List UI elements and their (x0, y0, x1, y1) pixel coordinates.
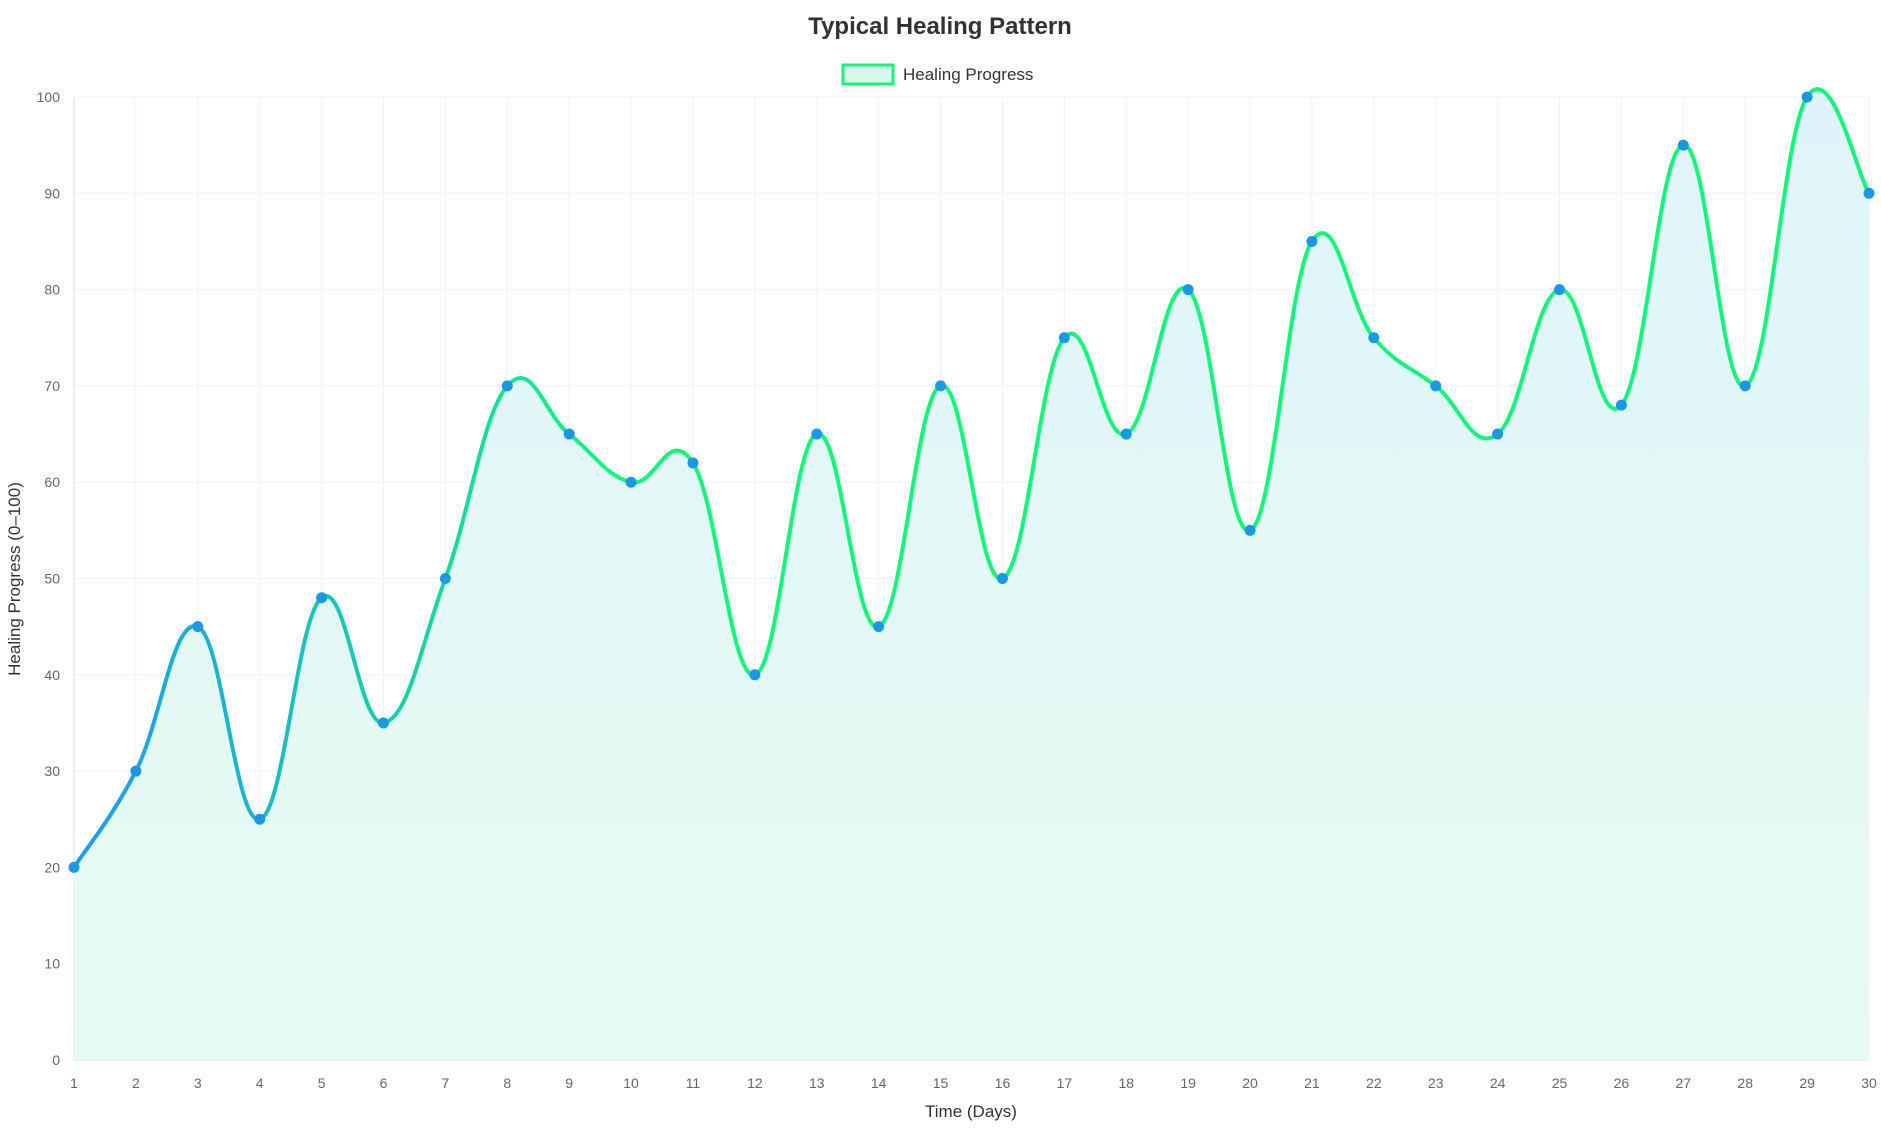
data-point (749, 669, 761, 681)
x-tick-label: 29 (1799, 1075, 1815, 1091)
x-tick-label: 13 (809, 1075, 825, 1091)
data-points (68, 91, 1875, 873)
x-tick-label: 14 (871, 1075, 887, 1091)
x-tick-label: 4 (256, 1075, 264, 1091)
data-point (1430, 380, 1442, 392)
x-tick-label: 22 (1366, 1075, 1382, 1091)
x-tick-label: 11 (686, 1075, 701, 1091)
data-point (439, 573, 451, 584)
data-point (1554, 284, 1566, 296)
x-tick-label: 25 (1552, 1075, 1568, 1091)
data-point (1182, 284, 1194, 296)
x-tick-label: 20 (1242, 1075, 1258, 1091)
x-tick-label: 2 (132, 1075, 140, 1091)
data-point (996, 573, 1008, 584)
x-tick-label: 21 (1304, 1075, 1320, 1091)
data-point (254, 813, 266, 825)
data-point (811, 428, 823, 440)
x-tick-label: 9 (565, 1075, 573, 1091)
x-tick-label: 30 (1861, 1075, 1877, 1091)
x-tick-label: 16 (995, 1075, 1011, 1091)
data-point (563, 428, 575, 440)
data-point (1244, 524, 1256, 536)
data-point (935, 380, 947, 392)
data-point (873, 621, 885, 633)
data-point (1801, 91, 1813, 103)
data-point (1677, 139, 1689, 151)
data-point (1306, 235, 1318, 247)
data-point (1615, 399, 1627, 411)
y-tick-label: 40 (44, 667, 60, 683)
data-point (1739, 380, 1751, 392)
x-tick-label: 6 (380, 1075, 388, 1091)
y-tick-label: 50 (44, 571, 60, 587)
y-tick-label: 60 (44, 474, 60, 490)
data-point (625, 476, 637, 488)
data-point (1368, 332, 1380, 344)
data-point (192, 621, 204, 633)
data-point (377, 717, 389, 729)
legend-label: Healing Progress (903, 65, 1033, 84)
chart-title: Typical Healing Pattern (808, 13, 1072, 40)
x-tick-label: 28 (1737, 1075, 1753, 1091)
y-tick-label: 70 (44, 378, 60, 394)
legend-swatch (841, 63, 895, 86)
x-tick-label: 7 (441, 1075, 449, 1091)
x-tick-label: 26 (1614, 1075, 1630, 1091)
x-tick-label: 5 (318, 1075, 326, 1091)
x-tick-label: 17 (1057, 1075, 1073, 1091)
x-axis-title: Time (Days) (925, 1102, 1017, 1121)
x-axis-ticks: 1 2 3 4 5 6 7 8 9 10 11 12 13 14 15 16 17 18 19 20 21 22 23 24 2… (70, 1075, 1877, 1091)
legend[interactable]: Healing Progress (841, 63, 1033, 86)
data-point (501, 380, 513, 392)
data-point (1492, 428, 1504, 440)
x-tick-label: 12 (747, 1075, 763, 1091)
y-tick-label: 80 (44, 282, 60, 298)
x-tick-label: 15 (933, 1075, 949, 1091)
data-point (687, 457, 699, 469)
y-tick-label: 30 (44, 763, 60, 779)
x-tick-label: 3 (194, 1075, 202, 1091)
data-point (1863, 187, 1875, 199)
x-tick-label: 10 (623, 1075, 639, 1091)
x-tick-label: 1 (70, 1075, 78, 1091)
area-fill (74, 89, 1869, 1060)
data-point (1120, 428, 1132, 440)
x-tick-label: 19 (1180, 1075, 1196, 1091)
y-tick-label: 90 (44, 185, 60, 201)
x-tick-label: 27 (1676, 1075, 1692, 1091)
y-axis-ticks: 0 10 20 30 40 50 60 70 80 90 100 (37, 89, 61, 1068)
data-point (68, 861, 80, 873)
y-tick-label: 100 (37, 89, 61, 105)
data-point (316, 592, 328, 604)
x-tick-label: 18 (1118, 1075, 1134, 1091)
x-tick-label: 23 (1428, 1075, 1444, 1091)
x-tick-label: 8 (503, 1075, 511, 1091)
x-tick-label: 24 (1490, 1075, 1506, 1091)
y-tick-label: 10 (44, 956, 60, 972)
data-point (1058, 332, 1070, 344)
y-tick-label: 20 (44, 859, 60, 875)
y-tick-label: 0 (52, 1052, 60, 1068)
data-point (130, 765, 142, 777)
y-axis-title: Healing Progress (0–100) (5, 482, 24, 676)
